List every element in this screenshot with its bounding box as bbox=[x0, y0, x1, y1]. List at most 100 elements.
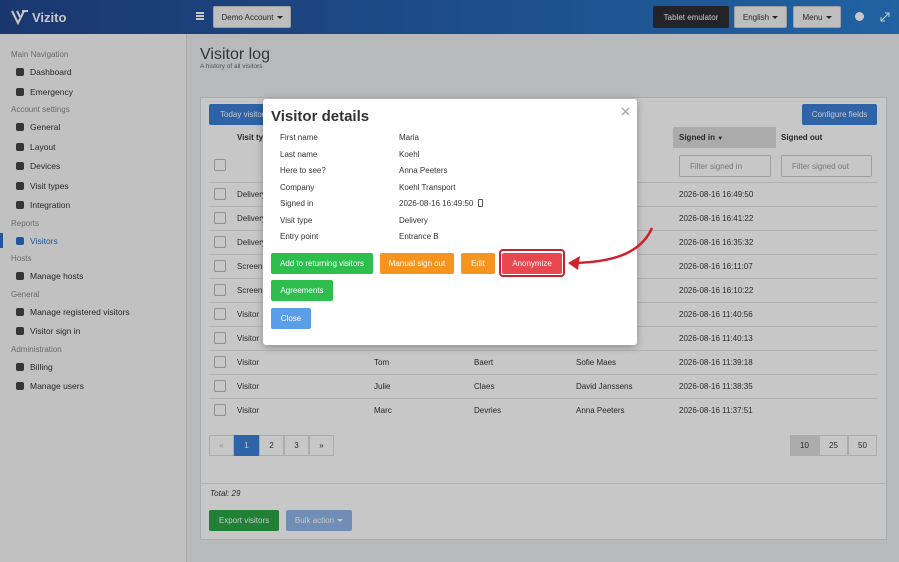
row-checkbox[interactable] bbox=[214, 380, 226, 392]
logo-icon bbox=[11, 10, 28, 25]
nav-label: Manage hosts bbox=[30, 271, 84, 281]
row-checkbox[interactable] bbox=[214, 404, 226, 416]
agreements-button[interactable]: Agreements bbox=[271, 280, 333, 301]
nav-label: Integration bbox=[30, 200, 71, 210]
field-label: Visit type bbox=[280, 215, 313, 225]
nav-icon bbox=[16, 68, 24, 76]
nav-item[interactable]: Emergency bbox=[16, 87, 73, 97]
page-size[interactable]: 50 bbox=[848, 435, 877, 456]
field-label: Signed in bbox=[280, 199, 314, 208]
page-title: Visitor log bbox=[200, 46, 270, 63]
configure-fields-button[interactable]: Configure fields bbox=[802, 104, 877, 125]
account-dropdown[interactable]: Demo Account bbox=[213, 6, 291, 28]
nav-item-active[interactable]: Visitors bbox=[16, 236, 58, 246]
nav-item[interactable]: Integration bbox=[16, 200, 70, 210]
nav-icon bbox=[16, 362, 24, 371]
manual-sign-out-button[interactable]: Manual sign out bbox=[380, 253, 454, 274]
modal-title: Visitor details bbox=[271, 108, 370, 125]
filter-signed-out[interactable]: Filter signed out bbox=[781, 155, 872, 177]
row-checkbox[interactable] bbox=[214, 284, 226, 296]
cell-signed-in: 2026-08-16 16:35:32 bbox=[679, 238, 754, 247]
cell-type: Visitor bbox=[237, 310, 260, 319]
nav-item[interactable]: Billing bbox=[16, 362, 53, 372]
page-size[interactable]: 25 bbox=[819, 435, 848, 456]
nav-item[interactable]: General bbox=[16, 122, 60, 132]
anonymize-button[interactable]: Anonymize bbox=[502, 253, 562, 274]
header-signed-in-label: Signed in bbox=[679, 133, 715, 142]
nav-item[interactable]: Manage users bbox=[16, 381, 84, 391]
today-visitors-button[interactable]: Today visitors bbox=[209, 104, 279, 125]
nav-label: Visit types bbox=[30, 180, 69, 191]
bulk-action-button[interactable]: Bulk action bbox=[286, 510, 352, 531]
cell-signed-in: 2026-08-16 16:41:22 bbox=[679, 214, 754, 223]
nav-item[interactable]: Visit types bbox=[16, 181, 69, 191]
header: Vizito Demo Account Tablet emulator Engl… bbox=[0, 0, 899, 34]
page-subtitle: A history of all visitors bbox=[200, 63, 263, 70]
row-checkbox[interactable] bbox=[214, 332, 226, 344]
sorted-header-bg bbox=[673, 127, 776, 148]
bulk-action-label: Bulk action bbox=[294, 516, 335, 525]
cell-type: Delivery bbox=[237, 190, 266, 199]
edit-button[interactable]: Edit bbox=[461, 253, 495, 274]
nav-item[interactable]: Manage hosts bbox=[16, 271, 83, 281]
add-returning-button[interactable]: Add to returning visitors bbox=[271, 253, 373, 274]
account-label: Demo Account bbox=[221, 12, 274, 22]
page-button[interactable]: 3 bbox=[284, 435, 309, 456]
section-title: General bbox=[11, 289, 40, 299]
page-size-active[interactable]: 10 bbox=[790, 435, 819, 456]
help-icon[interactable] bbox=[855, 12, 864, 21]
nav-item[interactable]: Visitor sign in bbox=[16, 326, 80, 336]
field-label: Here to see? bbox=[280, 166, 326, 175]
menu-label: Menu bbox=[802, 12, 823, 22]
filter-signed-in[interactable]: Filter signed in bbox=[679, 155, 771, 177]
export-visitors-button[interactable]: Export visitors bbox=[209, 510, 279, 531]
row-checkbox[interactable] bbox=[214, 308, 226, 320]
row-divider bbox=[209, 398, 878, 399]
field-label: Last name bbox=[280, 149, 318, 159]
anonymize-highlight bbox=[499, 249, 565, 277]
nav-item[interactable]: Dashboard bbox=[16, 67, 72, 77]
active-indicator bbox=[0, 232, 3, 248]
language-dropdown[interactable]: English bbox=[734, 6, 787, 28]
row-checkbox[interactable] bbox=[214, 236, 226, 248]
sidebar: Main Navigation Dashboard Emergency Account… bbox=[0, 34, 187, 562]
page-button[interactable]: « bbox=[209, 435, 234, 456]
nav-label: Emergency bbox=[30, 86, 73, 97]
row-checkbox[interactable] bbox=[214, 188, 226, 200]
nav-item[interactable]: Layout bbox=[16, 142, 56, 152]
menu-toggle[interactable] bbox=[196, 12, 204, 20]
menu-dropdown[interactable]: Menu bbox=[793, 6, 841, 28]
header-signed-out[interactable]: Signed out bbox=[781, 133, 823, 142]
nav-label: Billing bbox=[30, 361, 53, 372]
cell-signed-in: 2026-08-16 11:37:51 bbox=[679, 406, 753, 415]
field-value: Koehl Transport bbox=[399, 182, 456, 192]
nav-icon bbox=[16, 162, 24, 170]
fullscreen-icon[interactable] bbox=[880, 12, 890, 22]
page-button[interactable]: 2 bbox=[259, 435, 284, 456]
section-title: Account settings bbox=[11, 105, 70, 114]
nav-icon bbox=[16, 307, 24, 316]
cell-type: Screening bbox=[237, 286, 274, 295]
nav-icon bbox=[16, 87, 24, 96]
nav-item[interactable]: Manage registered visitors bbox=[16, 307, 130, 317]
close-button[interactable]: Close bbox=[271, 308, 311, 329]
cell-signed-in: 2026-08-16 16:11:07 bbox=[679, 262, 753, 271]
language-label: English bbox=[742, 12, 770, 22]
modal-close-icon[interactable] bbox=[621, 107, 630, 116]
header-signed-in[interactable]: Signed in ▼ bbox=[679, 133, 724, 142]
header-visit-type[interactable]: Visit type bbox=[237, 133, 273, 142]
row-checkbox[interactable] bbox=[214, 260, 226, 272]
nav-item[interactable]: Devices bbox=[16, 161, 60, 171]
row-checkbox[interactable] bbox=[214, 356, 226, 368]
select-all-checkbox[interactable] bbox=[214, 159, 226, 171]
row-checkbox[interactable] bbox=[214, 212, 226, 224]
nav-label: Visitor sign in bbox=[30, 326, 81, 336]
cell-last: Claes bbox=[474, 382, 495, 391]
page-button[interactable]: » bbox=[309, 435, 334, 456]
cell-type: Visitor bbox=[237, 358, 260, 367]
nav-label: General bbox=[30, 122, 61, 132]
cell-first: Julie bbox=[374, 382, 391, 391]
tablet-emulator-button[interactable]: Tablet emulator bbox=[653, 6, 729, 28]
page-button-active[interactable]: 1 bbox=[234, 435, 259, 456]
